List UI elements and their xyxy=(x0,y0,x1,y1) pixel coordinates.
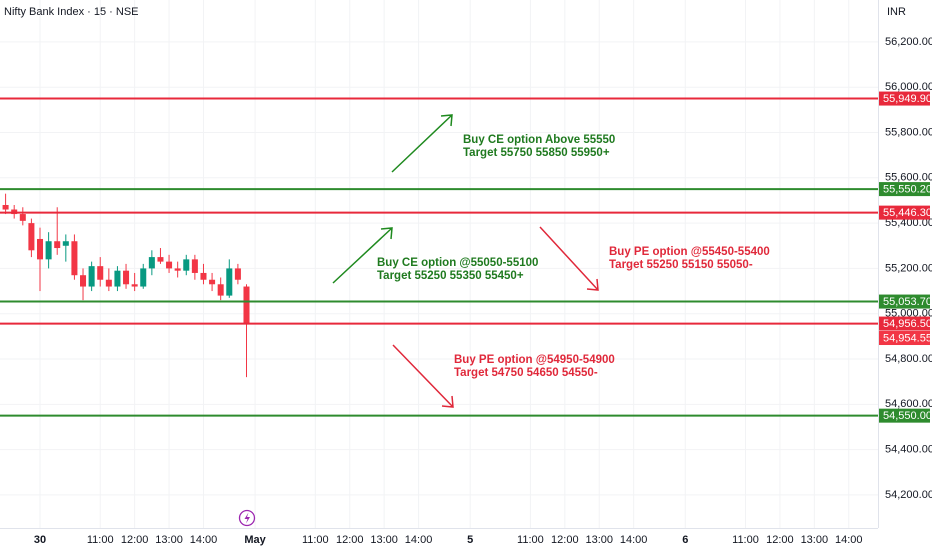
y-tick-label: 54,800.00 xyxy=(885,353,932,365)
candle-body xyxy=(166,261,173,269)
level-label: 55,949.90 xyxy=(883,93,932,105)
y-tick-label: 54,400.00 xyxy=(885,444,932,456)
y-tick-label: 54,200.00 xyxy=(885,489,932,501)
annotation: Target 54750 54650 54550- xyxy=(454,367,598,379)
y-tick-label: 55,600.00 xyxy=(885,172,932,184)
y-tick-label: 56,000.00 xyxy=(885,81,932,93)
last-price-box xyxy=(879,331,930,346)
candle-body xyxy=(217,284,224,296)
level-label-box xyxy=(879,408,930,423)
x-tick-label: 14:00 xyxy=(620,534,648,546)
level-label-box xyxy=(879,316,930,331)
level-label-box xyxy=(879,205,930,220)
x-tick-label: 11:00 xyxy=(87,534,114,546)
annotation: Target 55250 55350 55450+ xyxy=(377,270,524,282)
annotation: Target 55750 55850 55950+ xyxy=(463,147,610,159)
arrow xyxy=(539,226,599,291)
arrow xyxy=(332,227,393,284)
x-tick-label: 13:00 xyxy=(585,534,613,546)
candle-body xyxy=(157,257,164,262)
x-tick-label: 14:00 xyxy=(190,534,218,546)
candle-body xyxy=(36,238,44,260)
level-label-box xyxy=(879,182,930,197)
x-tick-label: 6 xyxy=(682,534,688,546)
candle-body xyxy=(131,284,138,287)
event-icon[interactable] xyxy=(238,509,256,527)
annotation: Target 55250 55150 55050- xyxy=(609,259,753,271)
x-tick-label: 11:00 xyxy=(732,534,759,546)
candle-body xyxy=(140,268,147,287)
x-tick-label: 13:00 xyxy=(370,534,398,546)
candle-body xyxy=(105,279,112,287)
annotation: Buy PE option @54950-54900 xyxy=(454,354,615,366)
y-tick-label: 55,200.00 xyxy=(885,262,932,274)
candle-body xyxy=(2,204,9,210)
level-label: 54,956.50 xyxy=(883,318,932,330)
candle-body xyxy=(183,259,190,271)
candle-body xyxy=(62,241,69,246)
x-tick-label: May xyxy=(244,534,266,546)
x-tick-label: 12:00 xyxy=(336,534,364,546)
arrow xyxy=(392,344,454,408)
x-tick-label: 12:00 xyxy=(551,534,579,546)
x-tick-label: 30 xyxy=(34,534,46,546)
x-tick-label: 13:00 xyxy=(801,534,829,546)
annotation: Buy PE option @55450-55400 xyxy=(609,246,770,258)
y-tick-label: 55,400.00 xyxy=(885,217,932,229)
x-tick-label: 11:00 xyxy=(302,534,329,546)
candle-body xyxy=(191,259,198,273)
candle-body xyxy=(226,268,233,296)
level-label: 54,550.00 xyxy=(883,410,932,422)
level-label-box xyxy=(879,294,930,309)
level-label-box xyxy=(879,91,930,106)
candle-body xyxy=(19,214,26,221)
currency: INR xyxy=(887,6,906,18)
candle-body xyxy=(114,270,121,287)
x-tick-label: 5 xyxy=(467,534,473,546)
candle-body xyxy=(148,257,155,269)
candle-body xyxy=(234,268,241,280)
plot xyxy=(2,193,250,378)
level-label: 55,053.70 xyxy=(883,296,932,308)
annotation: Buy CE option Above 55550 xyxy=(463,134,615,146)
candle-body xyxy=(28,223,35,251)
candle-body xyxy=(243,286,250,325)
y-tick-label: 54,600.00 xyxy=(885,398,932,410)
candle-body xyxy=(45,241,52,260)
x-tick-label: 13:00 xyxy=(155,534,183,546)
chart-title: Nifty Bank Index · 15 · NSE xyxy=(4,6,139,18)
candle-body xyxy=(71,241,78,276)
candle-body xyxy=(80,275,87,287)
candle-body xyxy=(123,270,130,285)
x-tick-label: 14:00 xyxy=(405,534,433,546)
candle-body xyxy=(97,266,104,280)
x-tick-label: 11:00 xyxy=(517,534,544,546)
level-label: 55,550.20 xyxy=(883,183,932,195)
annotation: Buy CE option @55050-55100 xyxy=(377,257,538,269)
candle-body xyxy=(174,268,181,271)
last-price-label: 54,954.55 xyxy=(883,332,932,344)
level-label: 55,446.30 xyxy=(883,207,932,219)
arrow xyxy=(391,114,453,173)
arrows xyxy=(332,114,599,408)
candle-body xyxy=(209,279,216,285)
y-tick-label: 55,800.00 xyxy=(885,126,932,138)
x-tick-label: 14:00 xyxy=(835,534,863,546)
candle-body xyxy=(88,266,95,287)
x-tick-label: 12:00 xyxy=(121,534,149,546)
candle-body xyxy=(200,272,207,280)
candle-body xyxy=(54,241,61,249)
y-tick-label: 56,200.00 xyxy=(885,36,932,48)
x-tick-label: 12:00 xyxy=(766,534,794,546)
